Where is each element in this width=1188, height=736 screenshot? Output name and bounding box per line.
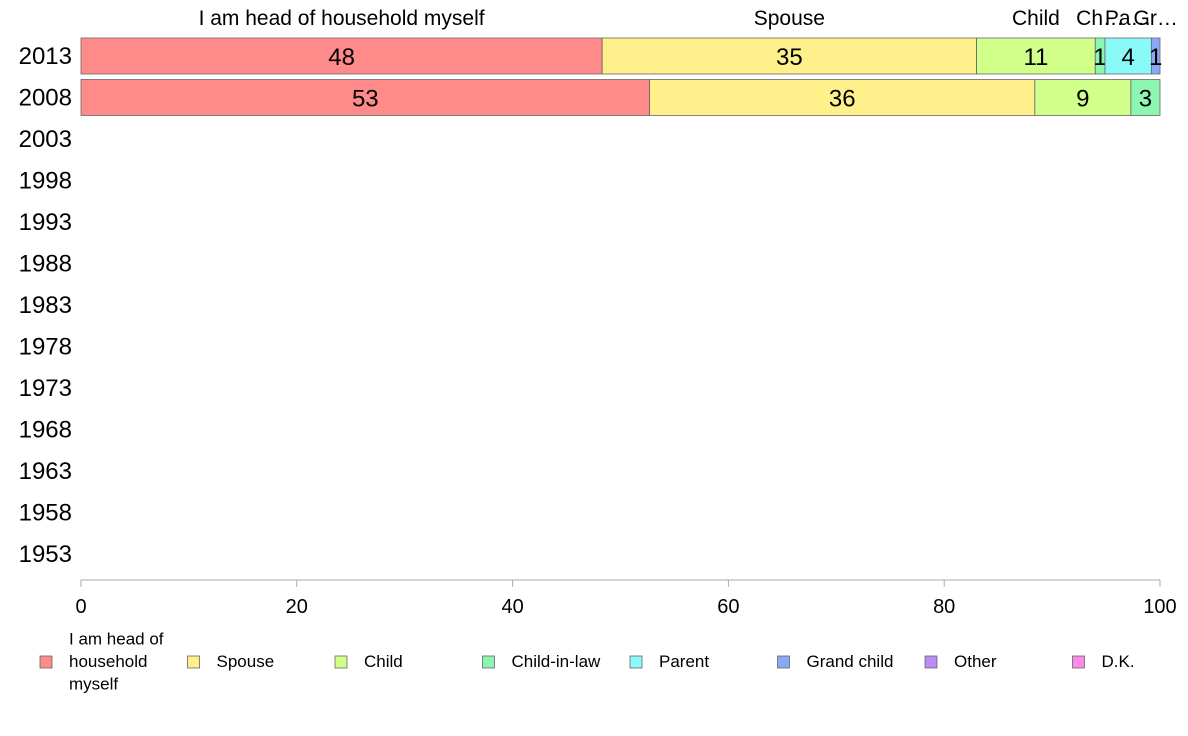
y-tick-label-2008: 2008 [19,85,72,112]
top-label-spouse: Spouse [754,7,825,30]
y-tick-label-2003: 2003 [19,126,72,153]
top-label-i-am-head-of-household-myself: I am head of household myself [199,7,485,30]
y-tick-label-1983: 1983 [19,292,72,319]
data-label-child-in-law-2008: 3 [1139,86,1152,113]
legend-item-other: Other [924,652,997,671]
y-axis-labels: 2013 2008 2003 1998 1993 1988 1983 1978 1973 1968… [19,43,72,568]
top-label-child-in-law: Ch… [1076,7,1124,30]
legend-item-parent: Parent [629,652,709,671]
top-label-parent: Pa… [1105,7,1152,30]
legend-swatch-spouse [187,655,200,669]
legend-item-d-k: D.K. [1072,652,1135,671]
x-tick-label-0: 0 [75,596,86,618]
bars: 48 35 11 1 4 153 36 9 3 [80,37,1162,116]
legend-label-d-k: D.K. [1102,652,1135,671]
data-label-spouse-2008: 36 [829,86,856,113]
top-label-grand-child: Gr… [1134,7,1178,30]
data-label-i-am-head-of-household-myself-2008: 53 [352,86,379,113]
x-tick-label-40: 40 [501,596,523,618]
y-tick-label-2013: 2013 [19,43,72,70]
y-tick-label-1993: 1993 [19,209,72,236]
legend-swatch-other [924,655,938,669]
legend-label-parent: Parent [659,652,709,671]
legend-item-child: Child [334,652,403,671]
y-tick-label-1968: 1968 [19,417,72,444]
legend-swatch-child [334,655,348,669]
x-tick-label-60: 60 [717,596,739,618]
bar-i-am-head-of-household-myself-2013 [80,37,603,75]
legend-label-spouse: Spouse [217,652,275,671]
y-tick-label-1973: 1973 [19,375,72,402]
segment-top-labels: I am head of household myself Spouse Child… [199,7,1178,30]
legend-label-child: Child [364,652,403,671]
data-label-child-2013: 11 [1023,44,1048,71]
legend: I am head of household myself Spouse Child Ch… [39,630,1135,694]
legend-swatch-i-am-head-of-household-myself [39,655,53,669]
x-tick-label-100: 100 [1143,596,1176,618]
data-label-i-am-head-of-household-myself-2013: 48 [328,44,355,71]
bar-child-2013 [976,37,1096,75]
y-tick-label-1998: 1998 [19,168,72,195]
top-label-child: Child [1012,7,1060,30]
data-label-spouse-2013: 35 [776,44,803,71]
data-label-child-2008: 9 [1076,86,1089,113]
legend-item-spouse: Spouse [187,652,275,671]
x-tick-label-20: 20 [286,596,308,618]
y-tick-label-1953: 1953 [19,541,72,568]
y-tick-label-1958: 1958 [19,500,72,527]
x-tick-label-80: 80 [933,596,955,618]
legend-swatch-grand-child [777,655,790,669]
data-label-grand-child-2013: 1 [1149,44,1162,71]
bar-i-am-head-of-household-myself-2008 [80,79,651,116]
y-tick-label-1963: 1963 [19,458,72,485]
legend-label-i-am-head-of-household-myself: I am head of household myself [69,630,164,694]
bar-grand-child-2013 [1150,37,1161,75]
legend-label-other: Other [954,652,997,671]
legend-item-child-in-law: Child-in-law [482,652,602,671]
bar-child-in-law-2008 [1130,79,1161,116]
y-tick-label-1988: 1988 [19,251,72,278]
legend-swatch-child-in-law [482,655,495,669]
legend-swatch-d-k [1072,655,1085,669]
data-label-child-in-law-2013: 1 [1093,44,1106,71]
y-tick-label-1978: 1978 [19,334,72,361]
data-label-parent-2013: 4 [1121,44,1134,71]
legend-item-grand-child: Grand child [777,652,894,671]
x-axis: 0 20 40 60 80 100 [75,579,1177,618]
legend-label-child-in-law: Child-in-law [512,652,602,671]
legend-label-grand-child: Grand child [807,652,894,671]
legend-swatch-parent [629,655,643,669]
legend-item-i-am-head-of-household-myself: I am head of household myself [39,630,164,694]
